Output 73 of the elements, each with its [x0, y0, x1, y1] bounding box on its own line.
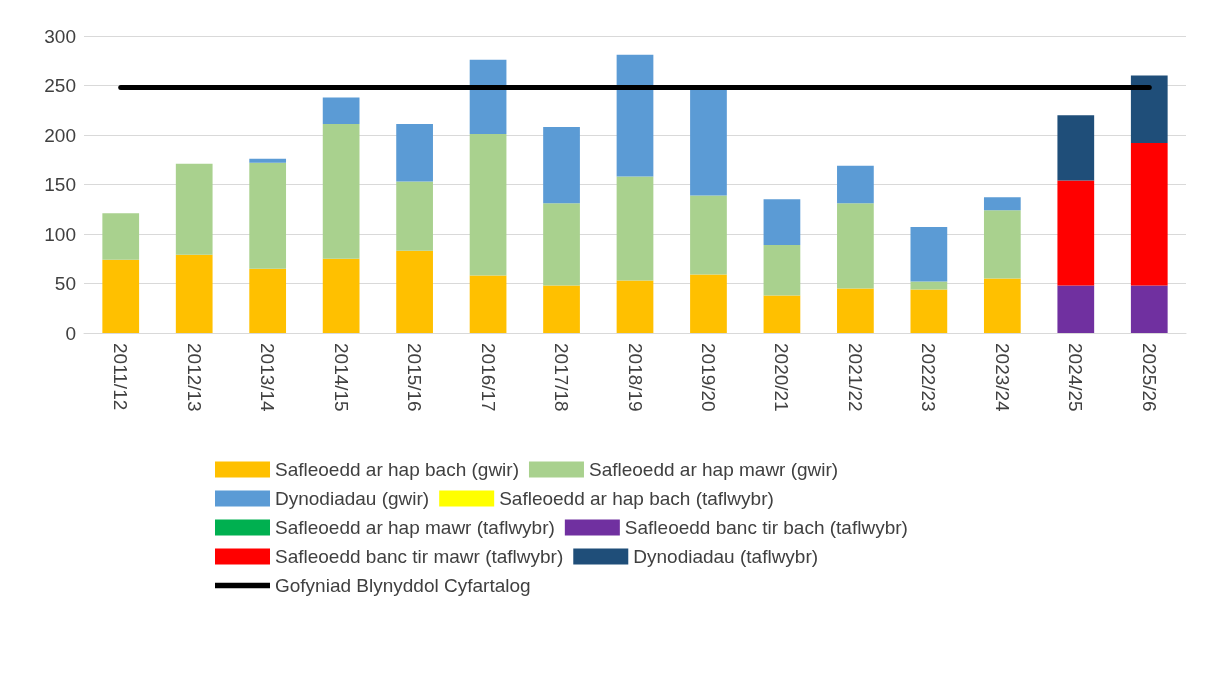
bar — [469, 134, 507, 276]
x-tick-label: 2023/24 — [991, 343, 1013, 413]
bar — [616, 54, 654, 177]
bar — [175, 163, 213, 255]
x-tick-label: 2013/14 — [257, 343, 279, 413]
legend-label: Safleoedd ar hap bach (taflwybr) — [499, 488, 774, 509]
legend-label: Gofyniad Blynyddol Cyfartalog — [275, 575, 531, 596]
bar — [102, 259, 140, 333]
bar — [396, 181, 433, 251]
x-tick-label: 2017/18 — [551, 343, 573, 412]
legend-label: Safleoedd banc tir mawr (taflwybr) — [275, 546, 564, 567]
bar — [322, 97, 360, 125]
x-tick-label: 2018/19 — [624, 343, 646, 412]
legend-label: Safleoedd ar hap bach (gwir) — [275, 459, 519, 480]
y-tick-label: 250 — [44, 75, 76, 96]
x-tick-label: 2012/13 — [183, 343, 205, 412]
x-tick-label: 2020/21 — [771, 343, 793, 412]
bar — [763, 199, 801, 245]
bar — [690, 195, 727, 275]
y-tick-label: 300 — [44, 25, 76, 47]
legend-label: Safleoedd ar hap mawr (gwir) — [588, 459, 839, 480]
bar — [249, 158, 287, 163]
bar — [396, 124, 433, 182]
x-tick-label: 2011/12 — [110, 343, 132, 411]
bar — [175, 254, 213, 333]
x-tick-label: 2025/26 — [1138, 343, 1160, 412]
bar — [469, 59, 507, 135]
bar — [616, 176, 654, 281]
y-tick-label: 200 — [44, 124, 76, 146]
y-tick-label: 50 — [54, 273, 76, 294]
bar — [983, 197, 1021, 211]
x-tick-label: 2016/17 — [477, 343, 499, 412]
bar — [983, 278, 1021, 333]
bar — [1057, 180, 1095, 286]
bar — [543, 127, 580, 204]
bar — [690, 274, 727, 333]
legend-label: Safleoedd banc tir bach (taflwybr) — [624, 517, 908, 538]
bar — [1057, 115, 1095, 181]
bar — [763, 244, 801, 296]
bar — [543, 203, 580, 286]
y-tick-label: 0 — [65, 322, 76, 344]
x-tick-label: 2024/25 — [1065, 343, 1087, 412]
bar — [690, 88, 727, 196]
bar — [1057, 285, 1095, 333]
bar — [469, 275, 507, 333]
bar — [763, 295, 801, 333]
legend-label: Dynodiadau (taflwybr) — [633, 546, 819, 567]
bar — [1130, 75, 1168, 143]
x-tick-label: 2015/16 — [404, 343, 426, 412]
bar — [249, 268, 287, 333]
bar — [1130, 285, 1168, 333]
bar — [983, 210, 1021, 279]
bar — [543, 285, 580, 333]
bar — [249, 162, 287, 269]
bar — [322, 124, 360, 259]
bar — [837, 288, 874, 333]
bar — [322, 258, 360, 333]
y-tick-label: 150 — [44, 174, 76, 195]
bar — [837, 165, 874, 204]
bar — [910, 289, 948, 333]
bar — [837, 203, 874, 289]
legend-label: Dynodiadau (gwir) — [275, 488, 430, 509]
bar — [396, 250, 433, 333]
x-tick-label: 2014/15 — [330, 343, 352, 412]
y-tick-label: 100 — [44, 223, 76, 245]
bar — [102, 213, 140, 260]
bar — [616, 280, 654, 333]
x-tick-label: 2021/22 — [844, 343, 866, 412]
legend-label: Safleoedd ar hap mawr (taflwybr) — [275, 517, 555, 538]
x-tick-label: 2019/20 — [697, 343, 719, 412]
x-tick-label: 2022/23 — [918, 343, 940, 412]
bar — [1130, 142, 1168, 286]
bar — [910, 227, 948, 282]
